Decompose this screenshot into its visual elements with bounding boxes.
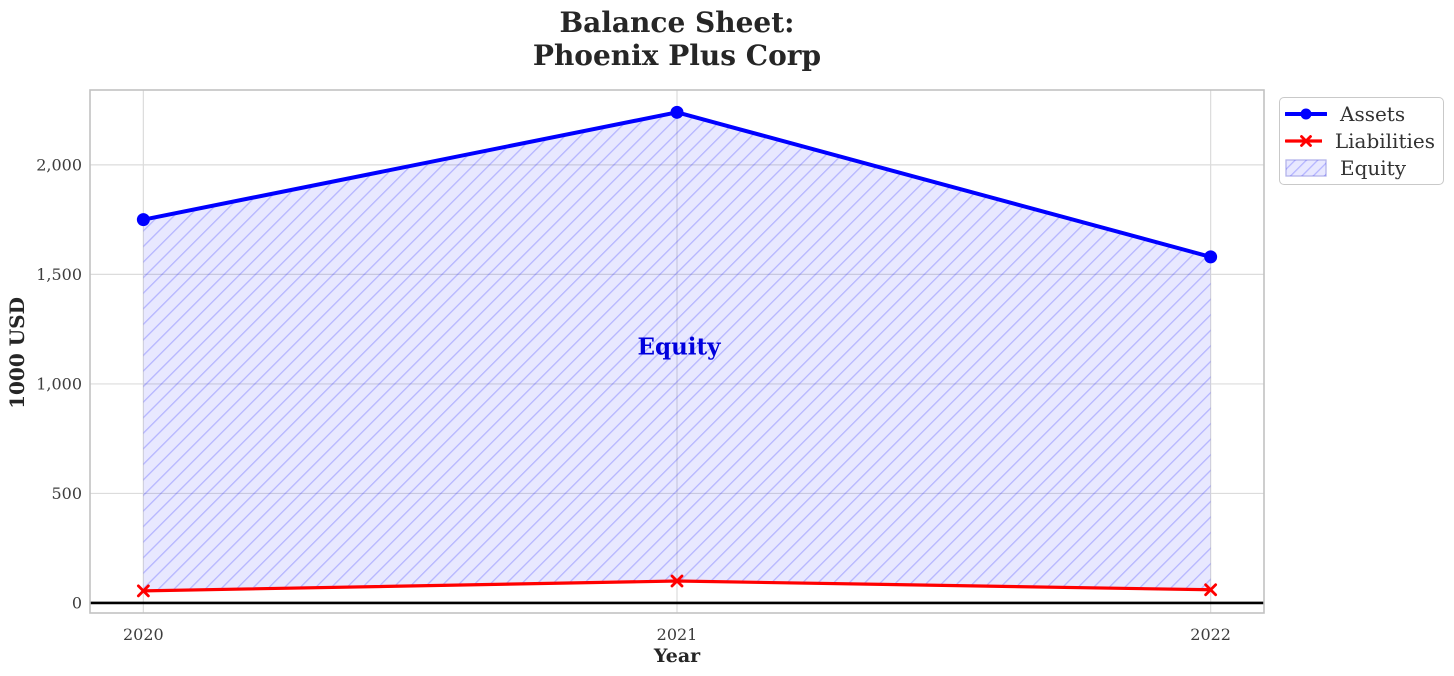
y-tick-label: 1,000 bbox=[36, 374, 82, 393]
assets-point-marker bbox=[136, 213, 150, 227]
y-tick-label: 1,500 bbox=[36, 265, 82, 284]
y-tick-label: 500 bbox=[51, 484, 82, 503]
x-tick-label: 2022 bbox=[1190, 625, 1231, 644]
equity-hatch-swatch-icon bbox=[1285, 159, 1327, 177]
legend-label-assets: Assets bbox=[1340, 102, 1406, 127]
chart-title: Balance Sheet: Phoenix Plus Corp bbox=[90, 6, 1264, 72]
liabilities-point-marker bbox=[1204, 583, 1218, 597]
x-tick-label: 2021 bbox=[657, 625, 698, 644]
equity-annotation: Equity bbox=[637, 333, 721, 361]
assets-point-marker bbox=[1204, 250, 1218, 264]
equity-fill-hatch bbox=[143, 112, 1211, 591]
legend-item-liabilities: Liabilities bbox=[1285, 128, 1435, 155]
legend-label-liabilities: Liabilities bbox=[1334, 129, 1435, 153]
y-tick-label: 2,000 bbox=[36, 155, 82, 174]
legend-item-assets: Assets bbox=[1285, 101, 1435, 128]
y-tick-label: 0 bbox=[72, 593, 82, 612]
liabilities-point-marker bbox=[670, 574, 684, 588]
legend-item-equity: Equity bbox=[1285, 154, 1435, 181]
assets-line-icon bbox=[1285, 108, 1327, 120]
chart-title-line1: Balance Sheet: bbox=[559, 6, 795, 39]
x-axis-label: Year bbox=[653, 645, 701, 667]
y-axis-label: 1000 USD bbox=[5, 297, 29, 409]
x-tick-label: 2020 bbox=[123, 625, 164, 644]
liabilities-line-icon bbox=[1285, 135, 1322, 147]
legend: Assets Liabilities Equity bbox=[1279, 97, 1444, 185]
legend-label-equity: Equity bbox=[1340, 155, 1407, 180]
assets-point-marker bbox=[670, 105, 684, 119]
plot-border bbox=[89, 89, 1265, 614]
chart-title-line2: Phoenix Plus Corp bbox=[532, 39, 822, 72]
liabilities-point-marker bbox=[136, 584, 150, 598]
